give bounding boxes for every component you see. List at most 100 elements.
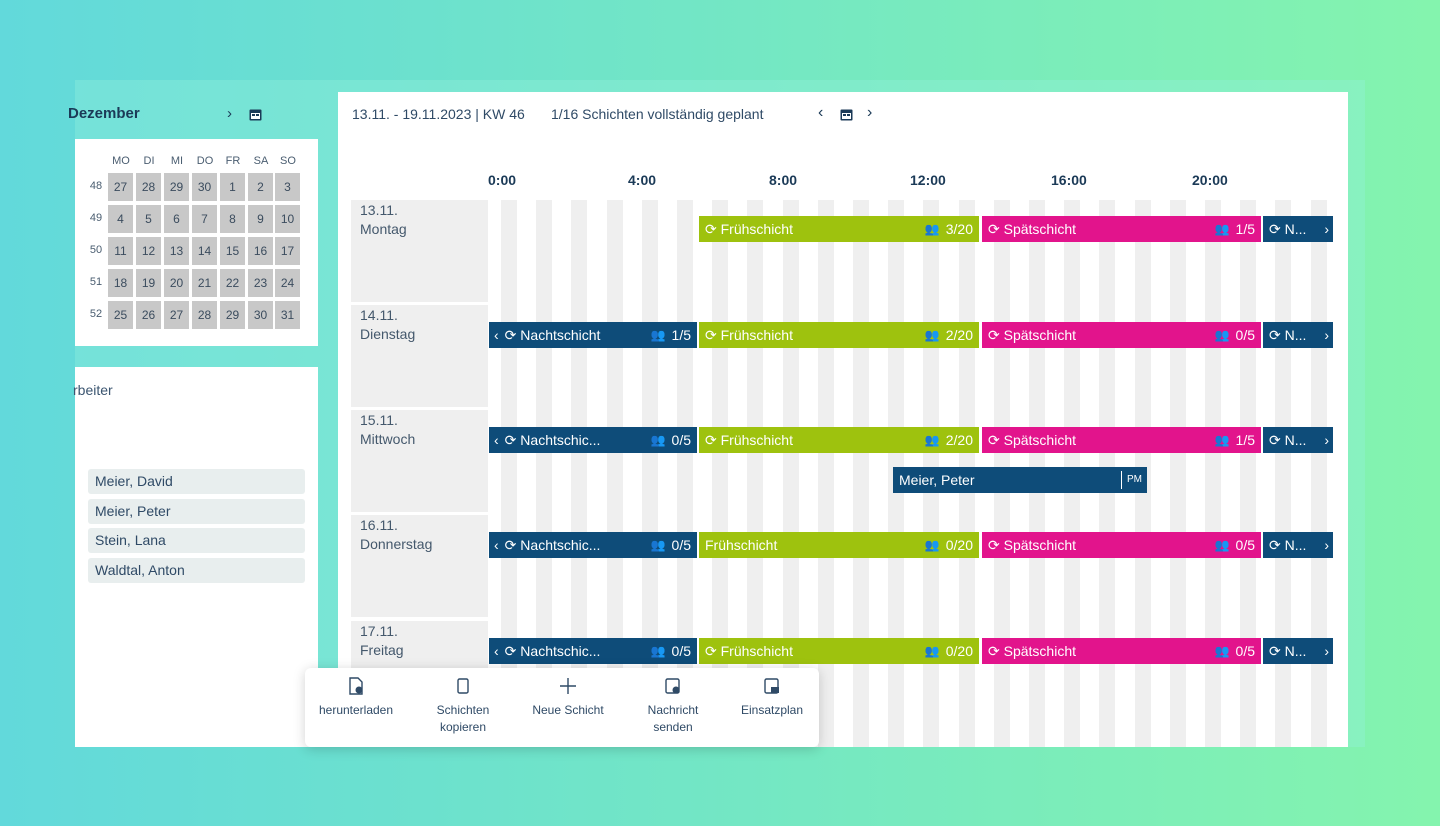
shift-nacht-next[interactable]: ⟳ N... › (1263, 216, 1333, 242)
send-message-button[interactable]: Nachricht senden (628, 676, 718, 736)
calendar-day[interactable]: 28 (136, 173, 161, 201)
employee-item[interactable]: Meier, David (88, 469, 305, 494)
calendar-day[interactable]: 8 (220, 205, 245, 233)
calendar-day[interactable]: 2 (248, 173, 273, 201)
shift-nacht[interactable]: ‹ ⟳ Nachtschic... 👥 0/5 (489, 638, 697, 664)
calendar-day[interactable]: 5 (136, 205, 161, 233)
employee-item[interactable]: Stein, Lana (88, 528, 305, 553)
employee-item[interactable]: Meier, Peter (88, 499, 305, 524)
shift-nacht[interactable]: ‹ ⟳ Nachtschic... 👥 0/5 (489, 427, 697, 453)
weekday-header: SO (280, 155, 296, 167)
calendar-day[interactable]: 30 (248, 301, 273, 329)
shift-spaet[interactable]: ⟳ Spätschicht 👥 0/5 (982, 638, 1261, 664)
shift-count: 1/5 (671, 327, 691, 343)
shift-frueh[interactable]: Frühschicht 👥 0/20 (699, 532, 979, 558)
time-label: 12:00 (910, 172, 946, 188)
hour-stripe (712, 200, 729, 747)
hour-stripe (571, 200, 588, 747)
calendar-day[interactable]: 4 (108, 205, 133, 233)
calendar-day[interactable]: 29 (164, 173, 189, 201)
calendar-day[interactable]: 31 (275, 301, 300, 329)
shift-frueh[interactable]: ⟳ Frühschicht 👥 2/20 (699, 427, 979, 453)
copy-shifts-button[interactable]: Schichten kopieren (418, 676, 508, 736)
calendar-day[interactable]: 10 (275, 205, 300, 233)
employee-item[interactable]: Waldtal, Anton (88, 558, 305, 583)
calendar-day[interactable]: 25 (108, 301, 133, 329)
action-toolbar: herunterladen Schichten kopieren Neue Sch… (305, 668, 819, 747)
day-name: Montag (360, 221, 407, 237)
day-label: 15.11. Mittwoch (351, 410, 488, 512)
calendar-day[interactable]: 1 (220, 173, 245, 201)
calendar-day[interactable]: 18 (108, 269, 133, 297)
calendar-day[interactable]: 30 (192, 173, 217, 201)
assigned-employee-shift[interactable]: Meier, Peter PM (893, 467, 1147, 493)
employee-panel (75, 367, 318, 747)
plus-icon (560, 678, 576, 694)
shift-count: 0/5 (1235, 327, 1255, 343)
shift-nacht[interactable]: ‹ ⟳ Nachtschicht 👥 1/5 (489, 322, 697, 348)
calendar-day[interactable]: 26 (136, 301, 161, 329)
shift-nacht-next[interactable]: ⟳ N... › (1263, 322, 1333, 348)
people-icon: 👥 (650, 538, 666, 552)
hour-stripe (1310, 200, 1327, 747)
shift-spaet[interactable]: ⟳ Spätschicht 👥 0/5 (982, 532, 1261, 558)
shift-count: 1/5 (1235, 221, 1255, 237)
calendar-day[interactable]: 20 (164, 269, 189, 297)
shift-frueh[interactable]: ⟳ Frühschicht 👥 3/20 (699, 216, 979, 242)
schedule-plan-button[interactable]: Einsatzplan (727, 676, 817, 719)
calendar-day[interactable]: 28 (192, 301, 217, 329)
shift-nacht-next[interactable]: ⟳ N... › (1263, 532, 1333, 558)
shift-nacht-next[interactable]: ⟳ N... › (1263, 427, 1333, 453)
calendar-day[interactable]: 11 (108, 237, 133, 265)
weekday-header: MO (112, 155, 130, 167)
next-week-button[interactable]: › (867, 104, 873, 121)
calendar-day[interactable]: 13 (164, 237, 189, 265)
prev-week-button[interactable]: ‹ (818, 104, 824, 121)
shift-spaet[interactable]: ⟳ Spätschicht 👥 0/5 (982, 322, 1261, 348)
calendar-day[interactable]: 16 (248, 237, 273, 265)
calendar-icon[interactable] (840, 108, 853, 121)
copy-label-line2: kopieren (439, 720, 487, 734)
chevron-right-icon: › (1324, 327, 1329, 343)
calendar-day[interactable]: 6 (164, 205, 189, 233)
shift-spaet[interactable]: ⟳ Spätschicht 👥 1/5 (982, 216, 1261, 242)
hour-stripe (853, 200, 869, 747)
shift-count: 1/5 (1235, 432, 1255, 448)
new-shift-button[interactable]: Neue Schicht (523, 676, 613, 719)
chevron-left-icon: ‹ (494, 432, 499, 448)
calendar-day[interactable]: 22 (220, 269, 245, 297)
calendar-day[interactable]: 17 (275, 237, 300, 265)
calendar-day[interactable]: 24 (275, 269, 300, 297)
calendar-day[interactable]: 29 (220, 301, 245, 329)
hour-stripe (536, 200, 553, 747)
shift-spaet[interactable]: ⟳ Spätschicht 👥 1/5 (982, 427, 1261, 453)
time-label: 16:00 (1051, 172, 1087, 188)
hour-stripe (1205, 200, 1221, 747)
shift-count: 0/20 (945, 537, 973, 553)
download-button[interactable]: herunterladen (311, 676, 401, 719)
calendar-day[interactable]: 23 (248, 269, 273, 297)
week-number: 48 (89, 180, 103, 192)
week-range: 13.11. - 19.11.2023 | KW 46 (352, 106, 525, 122)
calendar-day[interactable]: 7 (192, 205, 217, 233)
calendar-day[interactable]: 14 (192, 237, 217, 265)
calendar-day[interactable]: 3 (275, 173, 300, 201)
copy-label-line1: Schichten (436, 703, 490, 717)
hour-stripe (1275, 200, 1292, 747)
shift-nacht[interactable]: ‹ ⟳ Nachtschic... 👥 0/5 (489, 532, 697, 558)
shift-frueh[interactable]: ⟳ Frühschicht 👥 2/20 (699, 322, 979, 348)
calendar-day[interactable]: 27 (108, 173, 133, 201)
schedule-icon (764, 678, 779, 694)
shift-count: 3/20 (945, 221, 973, 237)
calendar-day[interactable]: 12 (136, 237, 161, 265)
calendar-day[interactable]: 15 (220, 237, 245, 265)
calendar-day[interactable]: 19 (136, 269, 161, 297)
calendar-icon[interactable] (249, 108, 262, 121)
shift-frueh[interactable]: ⟳ Frühschicht 👥 0/20 (699, 638, 979, 664)
document-clock-icon (349, 677, 363, 695)
calendar-day[interactable]: 9 (248, 205, 273, 233)
shift-nacht-next[interactable]: ⟳ N... › (1263, 638, 1333, 664)
next-month-button[interactable]: › (227, 105, 232, 122)
calendar-day[interactable]: 21 (192, 269, 217, 297)
calendar-day[interactable]: 27 (164, 301, 189, 329)
